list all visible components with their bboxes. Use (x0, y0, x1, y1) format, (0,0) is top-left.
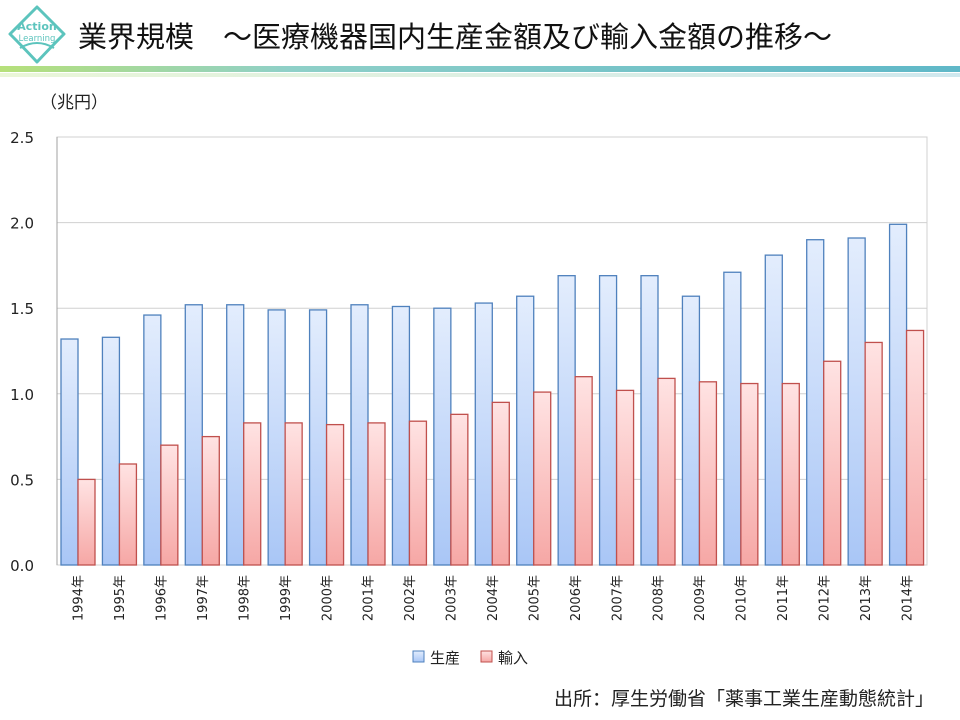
bar-import (491, 401, 510, 566)
y-tick-label: 0.5 (10, 471, 34, 489)
bar-production (350, 304, 369, 566)
bar-production (516, 295, 535, 566)
bar-import (615, 389, 635, 566)
x-tick-label: 2011年 (776, 575, 791, 621)
bar-import (698, 381, 718, 566)
x-tick-label: 2013年 (859, 575, 874, 621)
header-divider (0, 66, 960, 72)
bar-import (160, 444, 179, 566)
x-tick-label: 1997年 (196, 575, 211, 621)
bar-import (77, 478, 96, 566)
bar-import (243, 422, 262, 566)
bar-import (740, 382, 759, 566)
bar-import (533, 391, 552, 566)
bar-production (598, 275, 618, 566)
bar-import (408, 420, 428, 566)
x-tick-label: 2009年 (693, 575, 708, 621)
legend-label: 生産 (430, 649, 460, 667)
bar-production (101, 336, 121, 566)
x-tick-label: 1994年 (72, 575, 87, 621)
bar-production (640, 275, 659, 566)
svg-text:Action: Action (17, 20, 56, 33)
page-title: 業界規模 ～医療機器国内生産金額及び輸入金額の推移～ (78, 20, 833, 54)
bar-import (823, 360, 842, 566)
bar-import (367, 422, 386, 566)
bar-production (60, 338, 79, 566)
legend-label: 輸入 (498, 649, 528, 667)
legend-swatch-production (412, 650, 425, 663)
x-tick-label: 2003年 (445, 575, 460, 621)
y-tick-label: 1.5 (10, 300, 34, 318)
x-tick-label: 2001年 (362, 575, 377, 621)
bar-import (781, 382, 800, 566)
bar-production (888, 223, 908, 566)
x-tick-label: 2010年 (735, 575, 750, 621)
bar-import (864, 341, 883, 566)
bar-import (657, 377, 676, 566)
bar-import (574, 376, 593, 566)
y-tick-label: 2.0 (10, 215, 34, 233)
bar-import (284, 422, 303, 566)
x-tick-label: 2007年 (610, 575, 625, 621)
bar-production (391, 305, 411, 566)
svg-text:Learning: Learning (19, 34, 56, 44)
x-tick-label: 1999年 (279, 575, 294, 621)
x-tick-label: 2002年 (403, 575, 418, 621)
y-tick-label: 0.0 (10, 557, 34, 575)
bar-import (201, 435, 220, 566)
bar-import (325, 423, 345, 566)
y-tick-label: 1.0 (10, 386, 34, 404)
bar-production (723, 271, 742, 566)
x-tick-label: 2004年 (486, 575, 501, 621)
legend-swatch-import (480, 650, 493, 663)
bar-production (764, 254, 783, 566)
y-axis-unit-label: （兆円） (40, 93, 108, 113)
bar-production (681, 295, 701, 566)
x-tick-label: 2008年 (652, 575, 667, 621)
bar-production (143, 314, 162, 566)
x-tick-label: 1998年 (237, 575, 252, 621)
x-tick-label: 2000年 (320, 575, 335, 621)
x-tick-label: 1996年 (155, 575, 170, 621)
bar-production (557, 275, 576, 566)
x-tick-label: 2005年 (527, 575, 542, 621)
x-tick-label: 2014年 (900, 575, 915, 621)
bar-production (267, 309, 286, 566)
x-tick-label: 2012年 (817, 575, 832, 621)
bar-production (433, 307, 452, 566)
action-learning-logo: Action Learning (8, 5, 66, 64)
x-tick-label: 2006年 (569, 575, 584, 621)
bar-production (184, 304, 203, 566)
y-tick-label: 2.5 (10, 129, 34, 147)
bar-import (450, 413, 469, 566)
bar-import (118, 463, 138, 566)
bar-production (226, 304, 245, 566)
header-divider-shadow (0, 73, 960, 77)
bar-production (474, 302, 493, 566)
source-note: 出所：厚生労働省「薬事工業生産動態統計」 (553, 688, 934, 710)
bar-production (806, 239, 825, 566)
bar-production (847, 237, 866, 566)
bar-production (308, 309, 328, 566)
bar-import (905, 329, 925, 566)
x-tick-label: 1995年 (113, 575, 128, 621)
